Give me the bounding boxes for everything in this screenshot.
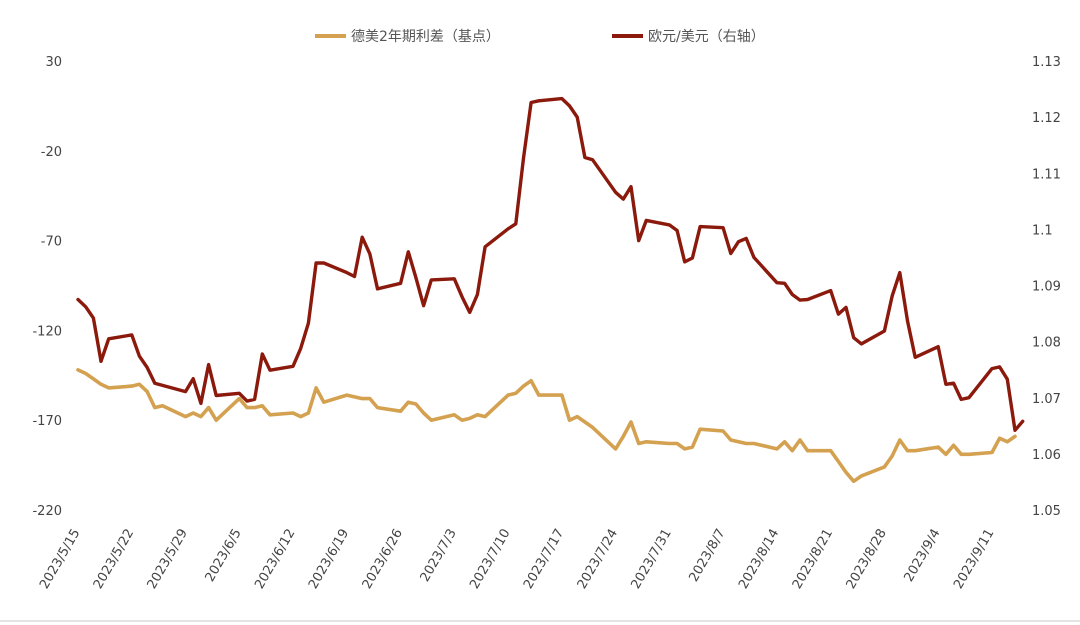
- legend-label-eurusd: 欧元/美元（右轴）: [648, 29, 765, 45]
- x-tick-label: 2023/5/15: [37, 527, 83, 592]
- right-tick-label: 1.11: [1032, 167, 1061, 182]
- right-tick-label: 1.12: [1032, 111, 1061, 126]
- series-line-spread: [76, 368, 1017, 484]
- x-tick-label: 2023/8/21: [790, 527, 836, 592]
- left-tick-label: -220: [32, 504, 62, 519]
- right-tick-label: 1.1: [1032, 223, 1053, 238]
- series-line-eurusd: [76, 96, 1025, 432]
- x-tick-label: 2023/8/14: [736, 527, 782, 592]
- x-tick-label: 2023/8/7: [686, 527, 728, 585]
- right-tick-label: 1.06: [1032, 448, 1061, 463]
- x-tick-label: 2023/6/26: [360, 527, 406, 592]
- right-axis: 1.13 1.12 1.11 1.1 1.09 1.08 1.07 1.06 1.05: [1032, 55, 1061, 519]
- legend: 德美2年期利差（基点） 欧元/美元（右轴）: [315, 28, 765, 45]
- x-tick-label: 2023/6/19: [306, 527, 352, 592]
- right-tick-label: 1.07: [1032, 392, 1061, 407]
- x-tick-label: 2023/7/10: [467, 527, 513, 592]
- right-tick-label: 1.13: [1032, 55, 1061, 70]
- x-tick-label: 2023/7/24: [575, 527, 621, 592]
- x-tick-label: 2023/9/11: [951, 526, 997, 591]
- series-layer: [76, 96, 1025, 484]
- left-tick-label: -70: [41, 235, 62, 250]
- legend-label-spread: 德美2年期利差（基点）: [351, 28, 500, 45]
- right-tick-label: 1.09: [1032, 280, 1061, 295]
- left-tick-label: -170: [32, 414, 62, 429]
- x-tick-label: 2023/8/28: [844, 527, 890, 592]
- x-tick-label: 2023/5/22: [91, 527, 137, 592]
- x-tick-label: 2023/6/12: [252, 527, 298, 592]
- left-tick-label: -20: [41, 145, 62, 160]
- right-tick-label: 1.05: [1032, 504, 1061, 519]
- x-tick-label: 2023/6/5: [203, 527, 245, 585]
- x-tick-label: 2023/7/3: [418, 527, 460, 585]
- x-tick-label: 2023/5/29: [145, 527, 191, 592]
- left-axis: 30 -20 -70 -120 -170 -220: [32, 55, 62, 519]
- x-tick-label: 2023/7/17: [521, 527, 567, 592]
- right-tick-label: 1.08: [1032, 336, 1061, 351]
- x-tick-label: 2023/7/31: [629, 527, 675, 592]
- x-tick-label: 2023/9/4: [901, 527, 943, 585]
- left-tick-label: 30: [45, 55, 62, 70]
- x-axis: 2023/5/15 2023/5/22 2023/5/29 2023/6/5 2023/…: [37, 526, 997, 591]
- left-tick-label: -120: [32, 324, 62, 339]
